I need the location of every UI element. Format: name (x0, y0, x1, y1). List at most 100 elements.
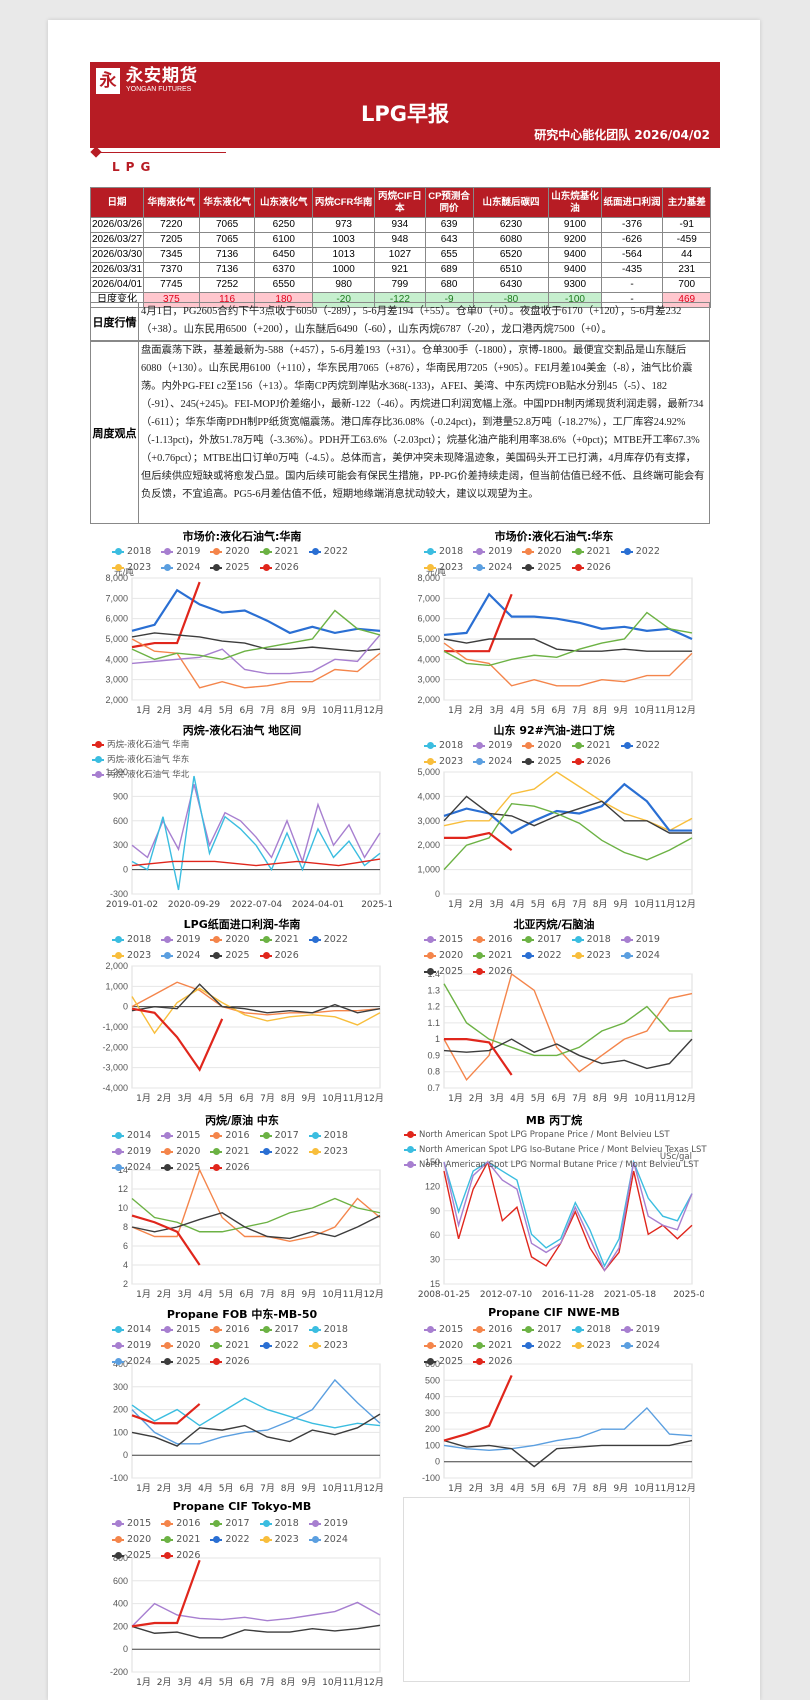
chart-legend: 2015 2016 2017 2018 2019 2020 2021 2022 2023 2024… (424, 932, 696, 980)
svg-text:0: 0 (123, 1644, 128, 1654)
svg-text:3,000: 3,000 (417, 816, 440, 826)
value-cell: 7345 (142, 247, 200, 263)
svg-text:90: 90 (430, 1206, 440, 1216)
svg-text:1.2: 1.2 (427, 1002, 440, 1012)
report-title: LPG早报 (360, 102, 449, 126)
logo-en: YONGAN FUTURES (126, 86, 192, 93)
table-row: 2026/03/26 7220 7065 6250 973 934 639 6230 9100-… (90, 217, 711, 233)
svg-text:5月: 5月 (219, 705, 234, 716)
svg-text:2025-12: 2025-12 (361, 900, 392, 910)
legend-item: 2015 (424, 932, 463, 948)
svg-text:6,000: 6,000 (105, 614, 128, 624)
legend-item: 2024 (161, 948, 200, 964)
series-line (131, 581, 201, 649)
value-cell: -564 (600, 247, 664, 263)
svg-text:-100: -100 (422, 1473, 440, 1483)
legend-item: 丙烷-液化石油气 华南 (92, 738, 374, 753)
legend-item: 2017 (522, 1322, 562, 1338)
svg-text:10月: 10月 (322, 1677, 342, 1688)
svg-text:-2,000: -2,000 (102, 1042, 128, 1052)
change-cell: -20 (312, 292, 376, 308)
legend-item: 2025 (522, 754, 562, 770)
legend-item: 2018 (424, 738, 463, 754)
value-cell: 9400 (548, 247, 602, 263)
legend-item: 2017 (210, 1516, 250, 1532)
svg-text:5月: 5月 (219, 1093, 234, 1104)
value-cell: 6080 (472, 232, 550, 248)
value-cell: 639 (424, 217, 474, 233)
legend-item: 2026 (571, 754, 611, 770)
svg-text:10月: 10月 (634, 1483, 654, 1494)
legend-item: 2024 (473, 560, 512, 576)
date-cell: 2026/03/30 (90, 247, 144, 263)
column-header: 华东液化气 (198, 187, 256, 218)
svg-text:120: 120 (425, 1181, 440, 1191)
svg-text:8月: 8月 (281, 1677, 296, 1688)
svg-text:0: 0 (123, 1450, 128, 1460)
svg-text:10月: 10月 (322, 1289, 342, 1300)
svg-text:4月: 4月 (198, 705, 213, 716)
svg-text:12月: 12月 (675, 899, 695, 910)
legend-item: 2016 (210, 1322, 250, 1338)
value-cell: -626 (600, 232, 664, 248)
svg-text:8月: 8月 (593, 1483, 608, 1494)
series-line (131, 1197, 381, 1233)
svg-text:8,000: 8,000 (417, 573, 440, 583)
svg-text:2024-04-01: 2024-04-01 (292, 900, 344, 910)
legend-item: 2021 (210, 1144, 250, 1160)
svg-text:0.8: 0.8 (427, 1067, 440, 1077)
chart-2: 8,000 7,000 6,000 5,000 4,000 3,000 2,000 1月 2月 3… (404, 528, 704, 718)
svg-text:5,000: 5,000 (417, 767, 440, 777)
svg-text:6月: 6月 (239, 1483, 254, 1494)
legend-item: 2023 (112, 948, 151, 964)
legend-item: 2020 (424, 948, 463, 964)
chart-title: 市场价:液化石油气:华东 (494, 530, 614, 543)
series-line (131, 1403, 201, 1425)
svg-text:14: 14 (118, 1165, 128, 1175)
legend-item: 2023 (571, 1338, 611, 1354)
svg-text:11月: 11月 (655, 1483, 675, 1494)
svg-text:30: 30 (430, 1255, 440, 1265)
svg-text:6月: 6月 (551, 1093, 566, 1104)
legend-item: 2018 (571, 1322, 611, 1338)
legend-item: 2025 (112, 1548, 151, 1564)
legend-item: 2020 (112, 1532, 151, 1548)
svg-text:-100: -100 (110, 1473, 128, 1483)
legend-item: 2026 (473, 964, 512, 980)
change-cell: -9 (424, 292, 474, 308)
svg-text:400: 400 (425, 1392, 440, 1402)
legend-item: 2017 (522, 932, 562, 948)
chart-legend: 2014 2015 2016 2017 2018 2019 2020 2021 2022 2023… (112, 1128, 384, 1176)
series-line (444, 831, 513, 851)
legend-item: 2026 (571, 560, 611, 576)
table-row: 2026/04/01 7745 7252 6550 980 799 680 6430 9300-… (90, 277, 711, 293)
svg-text:8月: 8月 (281, 1093, 296, 1104)
svg-text:0: 0 (123, 865, 128, 875)
svg-text:11月: 11月 (343, 1093, 363, 1104)
column-header: 丙烷CIF日本 (374, 187, 426, 218)
legend-item: 2020 (210, 932, 250, 948)
svg-text:6月: 6月 (239, 705, 254, 716)
legend-item: 2025 (424, 964, 463, 980)
value-cell: 7136 (198, 262, 256, 278)
chart-plot: 8,000 7,000 6,000 5,000 4,000 3,000 2,000 1月 2月 3… (417, 567, 695, 716)
series-line (131, 1211, 381, 1240)
legend-item: 2021 (473, 948, 512, 964)
value-cell: 44 (662, 247, 711, 263)
svg-text:9月: 9月 (301, 1483, 316, 1494)
value-cell: 655 (424, 247, 474, 263)
svg-text:1月: 1月 (136, 705, 151, 716)
legend-item: 2026 (210, 1160, 250, 1176)
svg-text:1月: 1月 (136, 1677, 151, 1688)
legend-item: 2019 (161, 932, 200, 948)
legend-item: 2021 (259, 544, 299, 560)
value-cell: 6250 (254, 217, 314, 233)
change-cell: 375 (142, 292, 200, 308)
legend-item: 2025 (161, 1354, 200, 1370)
chart-plot: 6005004003002001000-1001月2月3月4月5月6月7月8月9… (422, 1359, 696, 1494)
value-cell: 973 (312, 217, 376, 233)
svg-text:1,000: 1,000 (105, 981, 128, 991)
svg-text:12月: 12月 (363, 705, 383, 716)
legend-item: 2018 (112, 544, 151, 560)
svg-text:7月: 7月 (260, 1483, 275, 1494)
